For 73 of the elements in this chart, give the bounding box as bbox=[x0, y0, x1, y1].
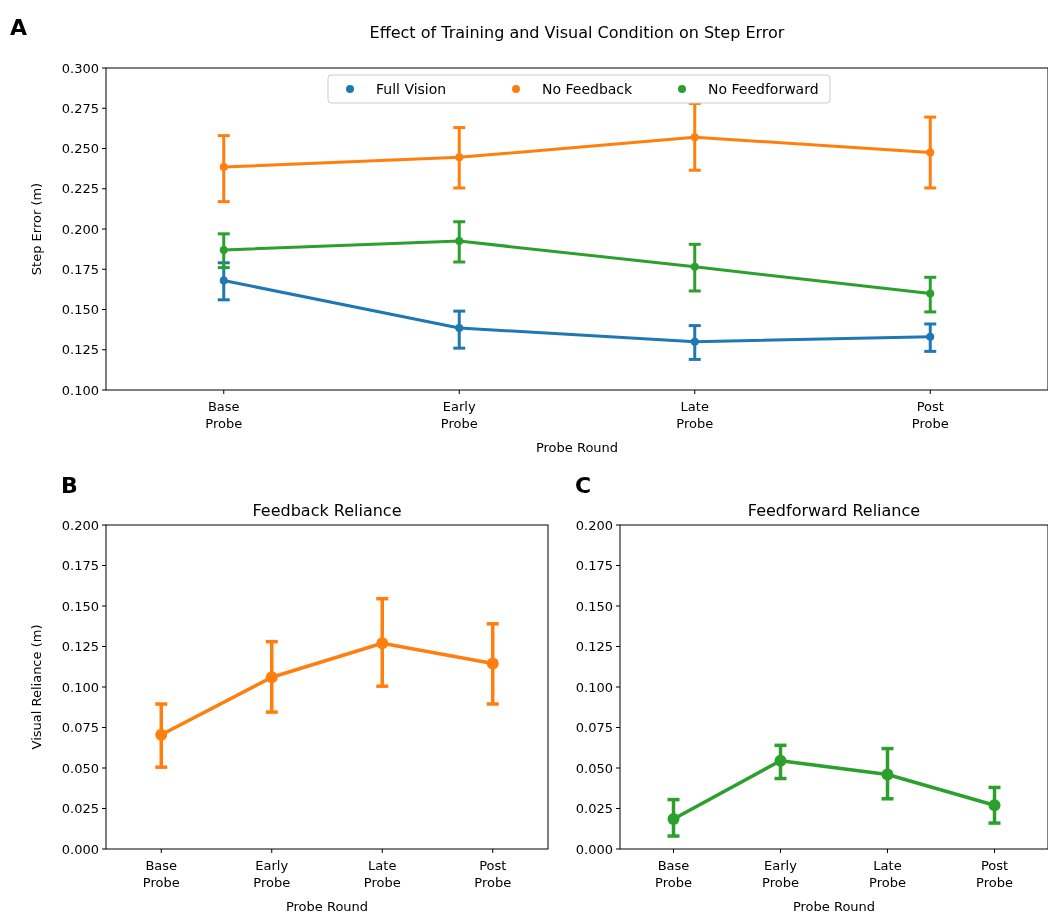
point bbox=[988, 799, 1001, 812]
y-tick-label: 0.025 bbox=[61, 801, 99, 817]
point bbox=[486, 657, 499, 670]
x-tick-label: Late Probe bbox=[869, 858, 906, 890]
y-tick-label: 0.000 bbox=[61, 841, 99, 857]
point bbox=[155, 728, 168, 741]
y-tick-label: 0.175 bbox=[61, 261, 99, 277]
y-tick-label: 0.300 bbox=[61, 60, 99, 76]
point bbox=[455, 237, 464, 246]
x-tick-label: Base Probe bbox=[142, 858, 180, 890]
y-tick-label: 0.175 bbox=[575, 558, 613, 574]
legend-label: No Feedback bbox=[542, 80, 634, 97]
point bbox=[690, 337, 699, 346]
y-tick-label: 0.075 bbox=[575, 720, 613, 736]
legend-label: No Feedforward bbox=[708, 80, 819, 97]
y-tick-label: 0.200 bbox=[61, 221, 99, 237]
x-tick-label: Late Probe bbox=[363, 858, 401, 890]
y-tick-label: 0.275 bbox=[61, 100, 99, 116]
x-tick-label: Post Probe bbox=[474, 858, 512, 890]
x-tick-label: Early Probe bbox=[253, 858, 291, 890]
x-tick-label: Post Probe bbox=[911, 399, 949, 431]
point bbox=[926, 332, 935, 341]
point bbox=[667, 813, 680, 826]
y-tick-label: 0.125 bbox=[61, 342, 99, 358]
y-axis-title: Step Error (m) bbox=[29, 182, 44, 276]
point bbox=[690, 133, 699, 142]
y-axis-title: Visual Reliance (m) bbox=[29, 624, 44, 750]
y-tick-label: 0.100 bbox=[575, 679, 613, 695]
y-tick-label: 0.125 bbox=[61, 639, 99, 655]
y-tick-label: 0.200 bbox=[575, 517, 613, 533]
chart-title: Feedforward Reliance bbox=[747, 501, 921, 520]
y-tick-label: 0.150 bbox=[61, 598, 99, 614]
point bbox=[881, 768, 894, 781]
point bbox=[455, 153, 464, 162]
x-tick-label: Post Probe bbox=[976, 858, 1013, 890]
y-tick-label: 0.100 bbox=[61, 382, 99, 398]
point bbox=[376, 637, 389, 650]
y-tick-label: 0.175 bbox=[61, 558, 99, 574]
y-tick-label: 0.150 bbox=[575, 598, 613, 614]
y-tick-label: 0.125 bbox=[575, 639, 613, 655]
x-tick-label: Base Probe bbox=[655, 858, 692, 890]
x-axis-title: Probe Round bbox=[535, 440, 619, 455]
y-tick-label: 0.075 bbox=[61, 720, 99, 736]
x-axis-title: Probe Round bbox=[792, 899, 876, 912]
text: C bbox=[575, 473, 592, 498]
x-tick-label: Late Probe bbox=[676, 399, 714, 431]
y-tick-label: 0.200 bbox=[61, 517, 99, 533]
point bbox=[926, 148, 935, 157]
point bbox=[265, 671, 278, 684]
x-tick-label: Early Probe bbox=[762, 858, 799, 890]
point bbox=[926, 289, 935, 298]
chart-title: Feedback Reliance bbox=[252, 501, 402, 520]
legend-label: Full Vision bbox=[376, 80, 447, 97]
y-tick-label: 0.225 bbox=[61, 181, 99, 197]
chart-title: Effect of Training and Visual Condition on Step Error bbox=[369, 23, 785, 42]
point bbox=[455, 324, 464, 333]
y-tick-label: 0.250 bbox=[61, 141, 99, 157]
point bbox=[219, 245, 228, 254]
x-tick-label: Early Probe bbox=[440, 399, 478, 431]
y-tick-label: 0.150 bbox=[61, 302, 99, 318]
point bbox=[219, 163, 228, 172]
point bbox=[219, 276, 228, 285]
x-tick-label: Base Probe bbox=[205, 399, 243, 431]
y-tick-label: 0.000 bbox=[575, 841, 613, 857]
point bbox=[690, 262, 699, 271]
y-tick-label: 0.050 bbox=[575, 760, 613, 776]
text: B bbox=[61, 473, 78, 498]
y-tick-label: 0.050 bbox=[61, 760, 99, 776]
y-tick-label: 0.025 bbox=[575, 801, 613, 817]
y-tick-label: 0.100 bbox=[61, 679, 99, 695]
point bbox=[774, 754, 787, 767]
text: A bbox=[10, 15, 28, 40]
x-axis-title: Probe Round bbox=[285, 899, 369, 912]
